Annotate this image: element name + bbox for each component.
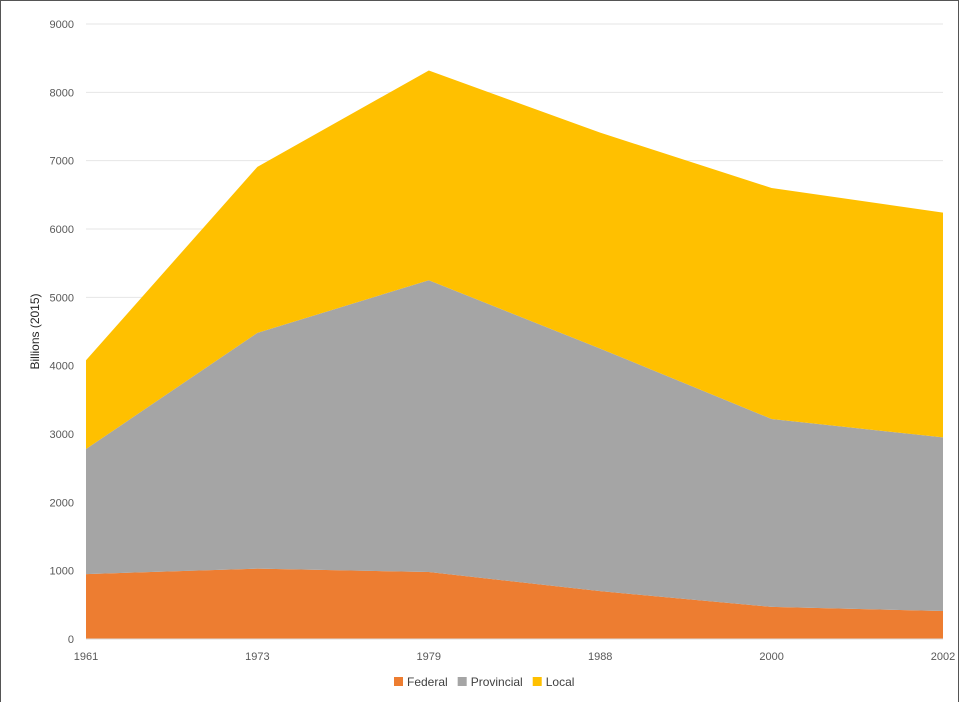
y-tick-label: 8000 (50, 87, 74, 99)
x-tick-label: 1973 (245, 651, 269, 663)
x-tick-label: 1961 (74, 651, 98, 663)
y-axis-ticks: 0 1000 2000 3000 4000 5000 6000 7000 8000 9000 (50, 19, 74, 646)
y-tick-label: 1000 (50, 566, 74, 578)
legend-label-provincial: Provincial (471, 675, 523, 689)
y-tick-label: 6000 (50, 224, 74, 236)
y-tick-label: 9000 (50, 19, 74, 31)
legend-label-federal: Federal (407, 675, 448, 689)
y-tick-label: 3000 (50, 429, 74, 441)
y-tick-label: 5000 (50, 292, 74, 304)
y-tick-label: 0 (68, 634, 74, 646)
area-federal (86, 568, 943, 639)
x-tick-label: 1979 (417, 651, 441, 663)
x-axis-ticks: 1961 1973 1979 1988 2000 2002 (74, 651, 955, 663)
y-axis-title: Billions (2015) (28, 293, 42, 369)
x-tick-label: 2002 (931, 651, 955, 663)
legend: Federal Provincial Local (394, 675, 574, 689)
legend-label-local: Local (546, 675, 575, 689)
legend-swatch-federal (394, 677, 403, 686)
area-local (86, 70, 943, 450)
y-tick-label: 2000 (50, 497, 74, 509)
area-provincial (86, 280, 943, 611)
legend-swatch-local (532, 677, 542, 686)
y-tick-label: 4000 (50, 361, 74, 373)
x-tick-label: 1988 (588, 651, 612, 663)
plot-areas (86, 70, 943, 640)
legend-swatch-provincial (457, 677, 467, 686)
x-tick-label: 2000 (759, 651, 783, 663)
y-tick-label: 7000 (50, 156, 74, 168)
